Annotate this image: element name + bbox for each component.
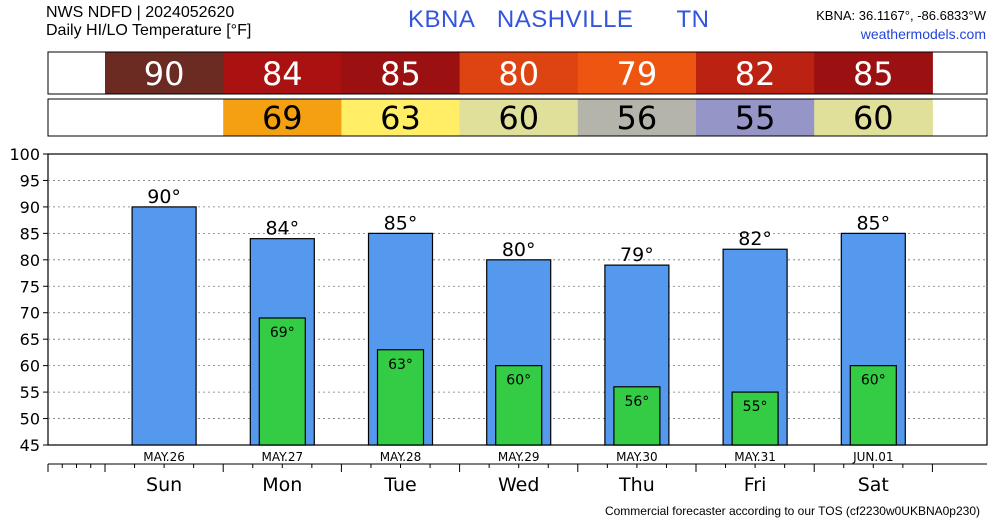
hi-temp-cell-value: 85 bbox=[853, 55, 894, 93]
y-tick-label: 100 bbox=[9, 145, 40, 164]
state-name: TN bbox=[676, 6, 710, 33]
lo-temp-cell bbox=[341, 99, 461, 136]
lo-temp-cell-value: 60 bbox=[853, 99, 894, 137]
lo-temp-cell-value: 63 bbox=[380, 99, 421, 137]
hi-temp-cell-value: 82 bbox=[735, 55, 776, 93]
tos-footer: Commercial forecaster according to our T… bbox=[604, 504, 980, 518]
hi-bar-label: 82° bbox=[738, 228, 772, 250]
lo-bar bbox=[613, 386, 661, 446]
header-left: NWS NDFD | 2024052620 Daily HI/LO Temper… bbox=[46, 4, 251, 40]
lo-bar bbox=[258, 317, 306, 446]
y-tick-label: 45 bbox=[20, 436, 40, 455]
day-label: Sat bbox=[858, 474, 889, 496]
y-tick-label: 60 bbox=[20, 357, 40, 376]
lo-temp-cell bbox=[814, 99, 933, 136]
date-label: MAY.31 bbox=[734, 450, 776, 464]
hi-temp-cell-value: 84 bbox=[262, 55, 303, 93]
product-title: NWS NDFD | 2024052620 bbox=[46, 4, 235, 21]
city-name: NASHVILLE bbox=[496, 6, 634, 33]
y-tick-label: 55 bbox=[20, 383, 40, 402]
day-label: Thu bbox=[618, 474, 655, 496]
website-link[interactable]: weathermodels.com bbox=[860, 26, 986, 42]
hi-temp-cell bbox=[696, 52, 815, 94]
day-label: Wed bbox=[498, 474, 539, 496]
lo-bar bbox=[376, 349, 425, 446]
y-tick-label: 65 bbox=[20, 330, 40, 349]
day-label: Tue bbox=[383, 474, 416, 496]
hi-bar-label: 79° bbox=[620, 244, 654, 266]
hi-temp-cell-value: 80 bbox=[498, 55, 539, 93]
hi-temp-cell bbox=[459, 52, 579, 94]
lo-temp-cell bbox=[223, 99, 342, 136]
lo-temp-cell bbox=[459, 99, 579, 136]
y-tick-label: 80 bbox=[20, 251, 40, 270]
lo-temp-cell-value: 55 bbox=[735, 99, 776, 137]
lo-temp-cell bbox=[696, 99, 815, 136]
lo-bar-label: 56° bbox=[624, 394, 649, 410]
hi-temp-cell bbox=[105, 52, 224, 94]
lo-temp-cell bbox=[577, 99, 697, 136]
lo-bar-label: 60° bbox=[506, 373, 531, 389]
lo-bar bbox=[495, 365, 543, 446]
y-tick-label: 75 bbox=[20, 277, 40, 296]
date-label: MAY.26 bbox=[143, 450, 185, 464]
lo-temp-cell-value: 60 bbox=[498, 99, 539, 137]
y-tick-label: 85 bbox=[20, 224, 40, 243]
y-tick-label: 95 bbox=[20, 171, 40, 190]
date-label: MAY.28 bbox=[380, 450, 422, 464]
chart-subtitle: Daily HI/LO Temperature [°F] bbox=[46, 22, 252, 39]
lo-temp-cell-value: 69 bbox=[262, 99, 303, 137]
station-coords: KBNA: 36.1167°, -86.6833°W bbox=[816, 8, 986, 23]
hi-temp-cell-value: 85 bbox=[380, 55, 421, 93]
date-label: MAY.29 bbox=[498, 450, 540, 464]
hi-bar-label: 85° bbox=[384, 212, 418, 234]
day-label: Fri bbox=[744, 474, 767, 496]
lo-bar bbox=[849, 365, 897, 446]
location-title: KBNA NASHVILLE TN bbox=[408, 6, 709, 34]
hi-bar-label: 80° bbox=[502, 239, 536, 261]
lo-bar-label: 69° bbox=[270, 325, 295, 341]
hi-bar bbox=[131, 206, 197, 446]
y-tick-label: 70 bbox=[20, 304, 40, 323]
y-tick-label: 50 bbox=[20, 410, 40, 429]
station-id: KBNA bbox=[408, 6, 476, 33]
lo-bar-label: 60° bbox=[861, 373, 886, 389]
lo-bar bbox=[731, 391, 779, 446]
date-label: JUN.01 bbox=[852, 450, 893, 464]
hi-temp-cell-value: 79 bbox=[617, 55, 658, 93]
hi-temp-cell bbox=[223, 52, 342, 94]
y-tick-label: 90 bbox=[20, 198, 40, 217]
day-label: Sun bbox=[146, 474, 182, 496]
hi-temp-cell bbox=[341, 52, 461, 94]
lo-bar-label: 55° bbox=[743, 399, 768, 415]
date-label: MAY.30 bbox=[616, 450, 658, 464]
hi-temp-row-border bbox=[47, 51, 988, 95]
date-label: MAY.27 bbox=[261, 450, 303, 464]
lo-temp-row-border bbox=[47, 98, 988, 137]
hi-temp-cell-value: 90 bbox=[144, 55, 185, 93]
day-label: Mon bbox=[262, 474, 302, 496]
hi-bar-label: 85° bbox=[856, 212, 890, 234]
hi-bar-label: 84° bbox=[265, 218, 299, 240]
lo-temp-cell-value: 56 bbox=[617, 99, 658, 137]
hi-temp-cell bbox=[577, 52, 697, 94]
hi-bar-label: 90° bbox=[147, 186, 181, 208]
hi-temp-cell bbox=[814, 52, 933, 94]
header-right: KBNA: 36.1167°, -86.6833°W weathermodels… bbox=[816, 6, 986, 44]
lo-bar-label: 63° bbox=[388, 357, 413, 373]
